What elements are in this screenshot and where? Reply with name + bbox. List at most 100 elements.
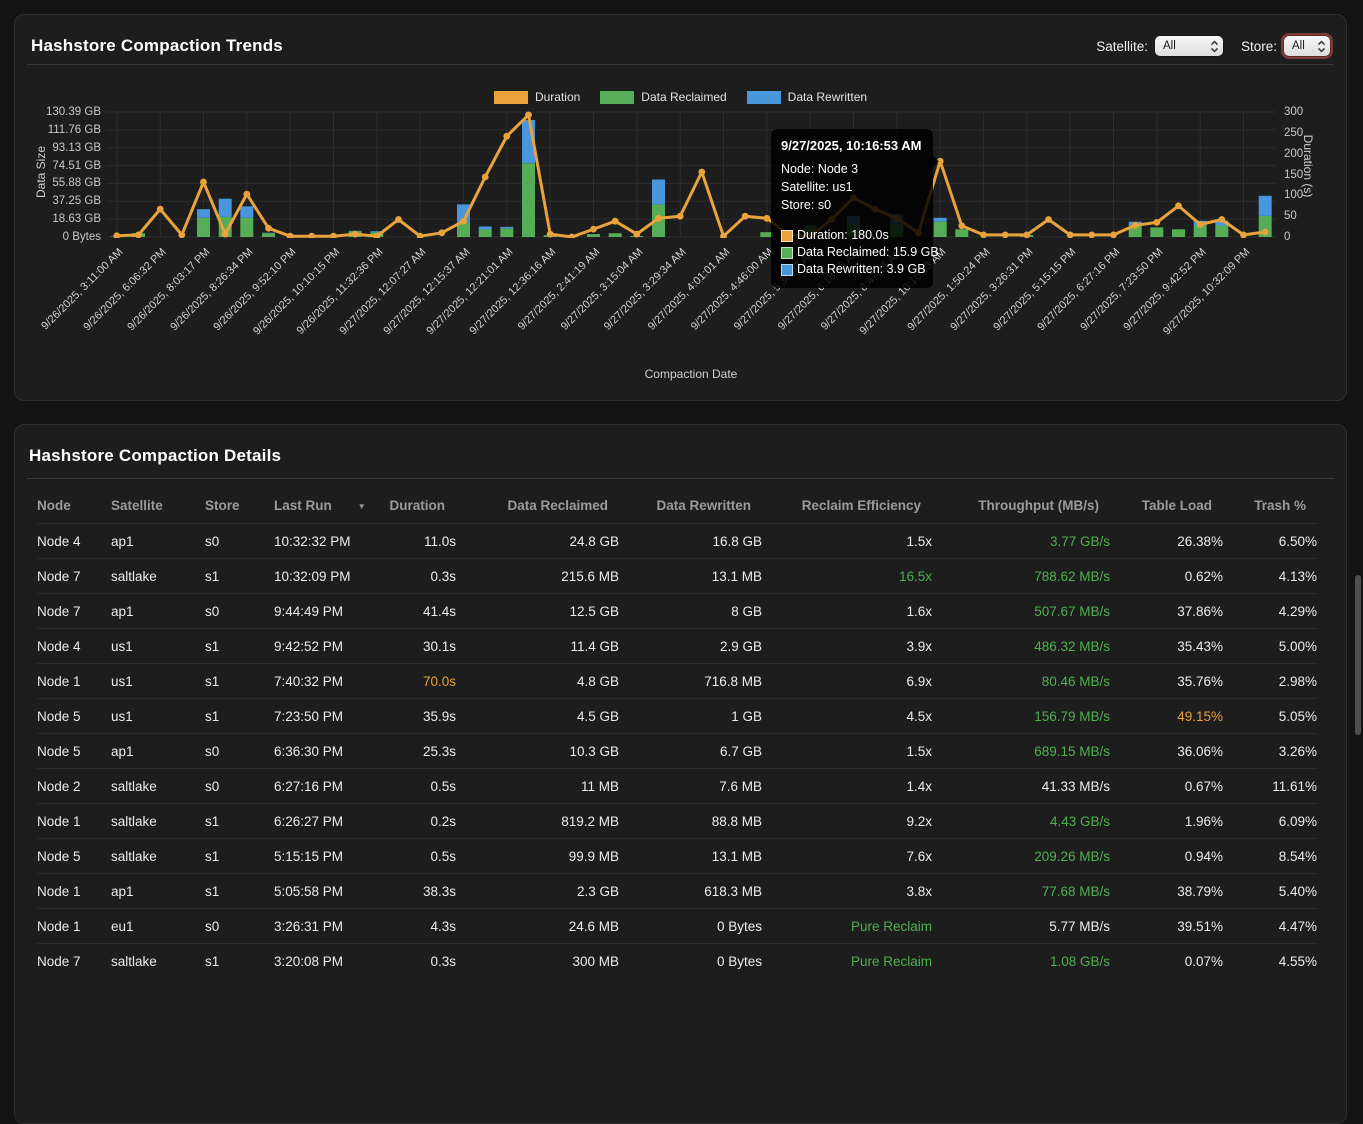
cell-last-run: 10:32:09 PM bbox=[274, 568, 351, 584]
cell-store: s0 bbox=[205, 533, 220, 549]
column-header-satellite[interactable]: Satellite bbox=[111, 497, 163, 513]
cell-duration: 0.5s bbox=[430, 848, 456, 864]
cell-reclaim-efficiency: 1.5x bbox=[906, 743, 932, 759]
cell-reclaim-efficiency: 9.2x bbox=[906, 813, 932, 829]
cell-reclaim-efficiency: 3.8x bbox=[906, 883, 932, 899]
cell-store: s1 bbox=[205, 673, 220, 689]
satellite-filter-label: Satellite: bbox=[1096, 38, 1148, 54]
y-axis-tick-right: 250 bbox=[1284, 126, 1304, 139]
cell-duration: 70.0s bbox=[422, 673, 456, 689]
y-axis-tick-left: 74.51 GB bbox=[52, 159, 101, 172]
cell-reclaim-efficiency: 1.4x bbox=[906, 778, 932, 794]
cell-throughput-mb-s: 77.68 MB/s bbox=[1041, 883, 1110, 899]
y-axis-tick-left: 37.25 GB bbox=[52, 195, 101, 208]
cell-satellite: ap1 bbox=[111, 743, 134, 759]
column-header-store[interactable]: Store bbox=[205, 497, 240, 513]
cell-table-load: 37.86% bbox=[1177, 603, 1223, 619]
y-axis-tick-left: 18.63 GB bbox=[52, 213, 101, 226]
column-header-node[interactable]: Node bbox=[37, 497, 71, 513]
cell-trash: 11.61% bbox=[1272, 778, 1317, 794]
cell-data-rewritten: 0 Bytes bbox=[716, 918, 762, 934]
cell-satellite: saltlake bbox=[111, 848, 157, 864]
title-divider bbox=[27, 478, 1334, 479]
cell-throughput-mb-s: 41.33 MB/s bbox=[1041, 778, 1110, 794]
table-row: Node 4 us1 s1 9:42:52 PM 30.1s 11.4 GB 2.9 GB 3… bbox=[37, 628, 1317, 663]
column-header-throughput-mb-s[interactable]: Throughput (MB/s) bbox=[978, 497, 1099, 513]
column-header-last-run[interactable]: Last Run ▼ bbox=[274, 497, 366, 513]
cell-data-rewritten: 0 Bytes bbox=[716, 953, 762, 969]
tooltip-metrics: Duration: 180.0s Data Reclaimed: 15.9 GB D… bbox=[781, 227, 939, 278]
cell-table-load: 0.94% bbox=[1184, 848, 1223, 864]
legend-item-data-rewritten[interactable]: Data Rewritten bbox=[746, 90, 867, 104]
legend-item-duration[interactable]: Duration bbox=[493, 90, 580, 104]
column-header-data-reclaimed[interactable]: Data Reclaimed bbox=[507, 497, 608, 513]
cell-node: Node 4 bbox=[37, 638, 81, 654]
cell-throughput-mb-s: 209.26 MB/s bbox=[1034, 848, 1110, 864]
cell-data-rewritten: 16.8 GB bbox=[712, 533, 762, 549]
y-axis-tick-right: 150 bbox=[1284, 168, 1304, 181]
cell-table-load: 36.06% bbox=[1177, 743, 1223, 759]
chart-legend: Duration Data Reclaimed Data Rewritten bbox=[15, 90, 1346, 104]
page-scrollbar-thumb[interactable] bbox=[1355, 575, 1361, 735]
tooltip-store: Store: s0 bbox=[781, 198, 832, 212]
cell-reclaim-efficiency: Pure Reclaim bbox=[850, 953, 932, 969]
cell-trash: 4.55% bbox=[1278, 953, 1317, 969]
cell-data-rewritten: 7.6 MB bbox=[719, 778, 762, 794]
cell-satellite: saltlake bbox=[111, 778, 157, 794]
cell-satellite: saltlake bbox=[111, 953, 157, 969]
y-axis-tick-left: 111.76 GB bbox=[47, 123, 101, 136]
x-axis-title: Compaction Date bbox=[644, 367, 738, 381]
cell-node: Node 2 bbox=[37, 778, 81, 794]
tooltip-satellite: Satellite: us1 bbox=[781, 180, 853, 194]
compaction-trends-chart[interactable] bbox=[106, 105, 1276, 238]
column-header-trash[interactable]: Trash % bbox=[1254, 497, 1306, 513]
cell-reclaim-efficiency: 7.6x bbox=[906, 848, 932, 864]
cell-reclaim-efficiency: Pure Reclaim bbox=[850, 918, 932, 934]
cell-data-reclaimed: 215.6 MB bbox=[561, 568, 619, 584]
legend-swatch bbox=[493, 90, 528, 104]
cell-last-run: 9:42:52 PM bbox=[274, 638, 344, 654]
table-row: Node 2 saltlake s0 6:27:16 PM 0.5s 11 MB 7.6 M… bbox=[37, 768, 1317, 803]
table-row: Node 1 eu1 s0 3:26:31 PM 4.3s 24.6 MB 0 Bytes P… bbox=[37, 908, 1317, 943]
cell-throughput-mb-s: 4.43 GB/s bbox=[1049, 813, 1110, 829]
y-axis-tick-right: 0 bbox=[1284, 231, 1291, 243]
title-divider bbox=[27, 64, 1334, 65]
cell-duration: 30.1s bbox=[422, 638, 456, 654]
cell-data-reclaimed: 819.2 MB bbox=[561, 813, 619, 829]
tooltip-metric: Data Rewritten: 3.9 GB bbox=[781, 261, 926, 278]
cell-node: Node 5 bbox=[37, 848, 81, 864]
cell-data-rewritten: 8 GB bbox=[731, 603, 762, 619]
cell-node: Node 7 bbox=[37, 953, 81, 969]
column-header-table-load[interactable]: Table Load bbox=[1141, 497, 1212, 513]
store-select-value: All bbox=[1292, 40, 1305, 52]
details-panel: Hashstore Compaction Details Node Satelli… bbox=[14, 424, 1347, 1124]
cell-duration: 41.4s bbox=[422, 603, 456, 619]
cell-data-reclaimed: 4.5 GB bbox=[576, 708, 619, 724]
cell-store: s1 bbox=[205, 708, 220, 724]
cell-last-run: 5:15:15 PM bbox=[274, 848, 344, 864]
column-header-reclaim-efficiency[interactable]: Reclaim Efficiency bbox=[801, 497, 921, 513]
column-header-duration[interactable]: Duration bbox=[389, 497, 446, 513]
column-header-data-rewritten[interactable]: Data Rewritten bbox=[656, 497, 751, 513]
cell-trash: 6.09% bbox=[1278, 813, 1317, 829]
cell-data-rewritten: 1 GB bbox=[731, 708, 762, 724]
legend-item-data-reclaimed[interactable]: Data Reclaimed bbox=[600, 90, 727, 104]
cell-reclaim-efficiency: 3.9x bbox=[906, 638, 932, 654]
cell-satellite: saltlake bbox=[111, 568, 157, 584]
chart-filters: Satellite: All Store: All bbox=[1096, 36, 1330, 56]
satellite-select[interactable]: All bbox=[1154, 36, 1223, 56]
cell-last-run: 7:23:50 PM bbox=[274, 708, 344, 724]
sort-desc-icon: ▼ bbox=[357, 501, 366, 511]
store-select[interactable]: All bbox=[1284, 36, 1330, 56]
cell-last-run: 9:44:49 PM bbox=[274, 603, 344, 619]
cell-table-load: 35.43% bbox=[1177, 638, 1223, 654]
tooltip-metric: Data Reclaimed: 15.9 GB bbox=[781, 244, 939, 261]
cell-data-reclaimed: 24.6 MB bbox=[568, 918, 619, 934]
y-axis-tick-right: 50 bbox=[1284, 210, 1297, 223]
cell-node: Node 5 bbox=[37, 743, 81, 759]
cell-data-rewritten: 2.9 GB bbox=[719, 638, 762, 654]
cell-data-reclaimed: 11 MB bbox=[580, 778, 619, 794]
cell-duration: 0.3s bbox=[430, 953, 456, 969]
cell-last-run: 6:36:30 PM bbox=[274, 743, 344, 759]
cell-table-load: 39.51% bbox=[1177, 918, 1223, 934]
